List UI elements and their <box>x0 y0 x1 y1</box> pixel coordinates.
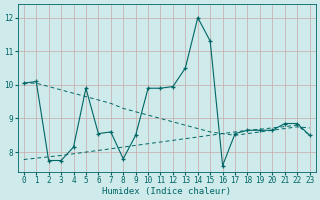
X-axis label: Humidex (Indice chaleur): Humidex (Indice chaleur) <box>102 187 231 196</box>
